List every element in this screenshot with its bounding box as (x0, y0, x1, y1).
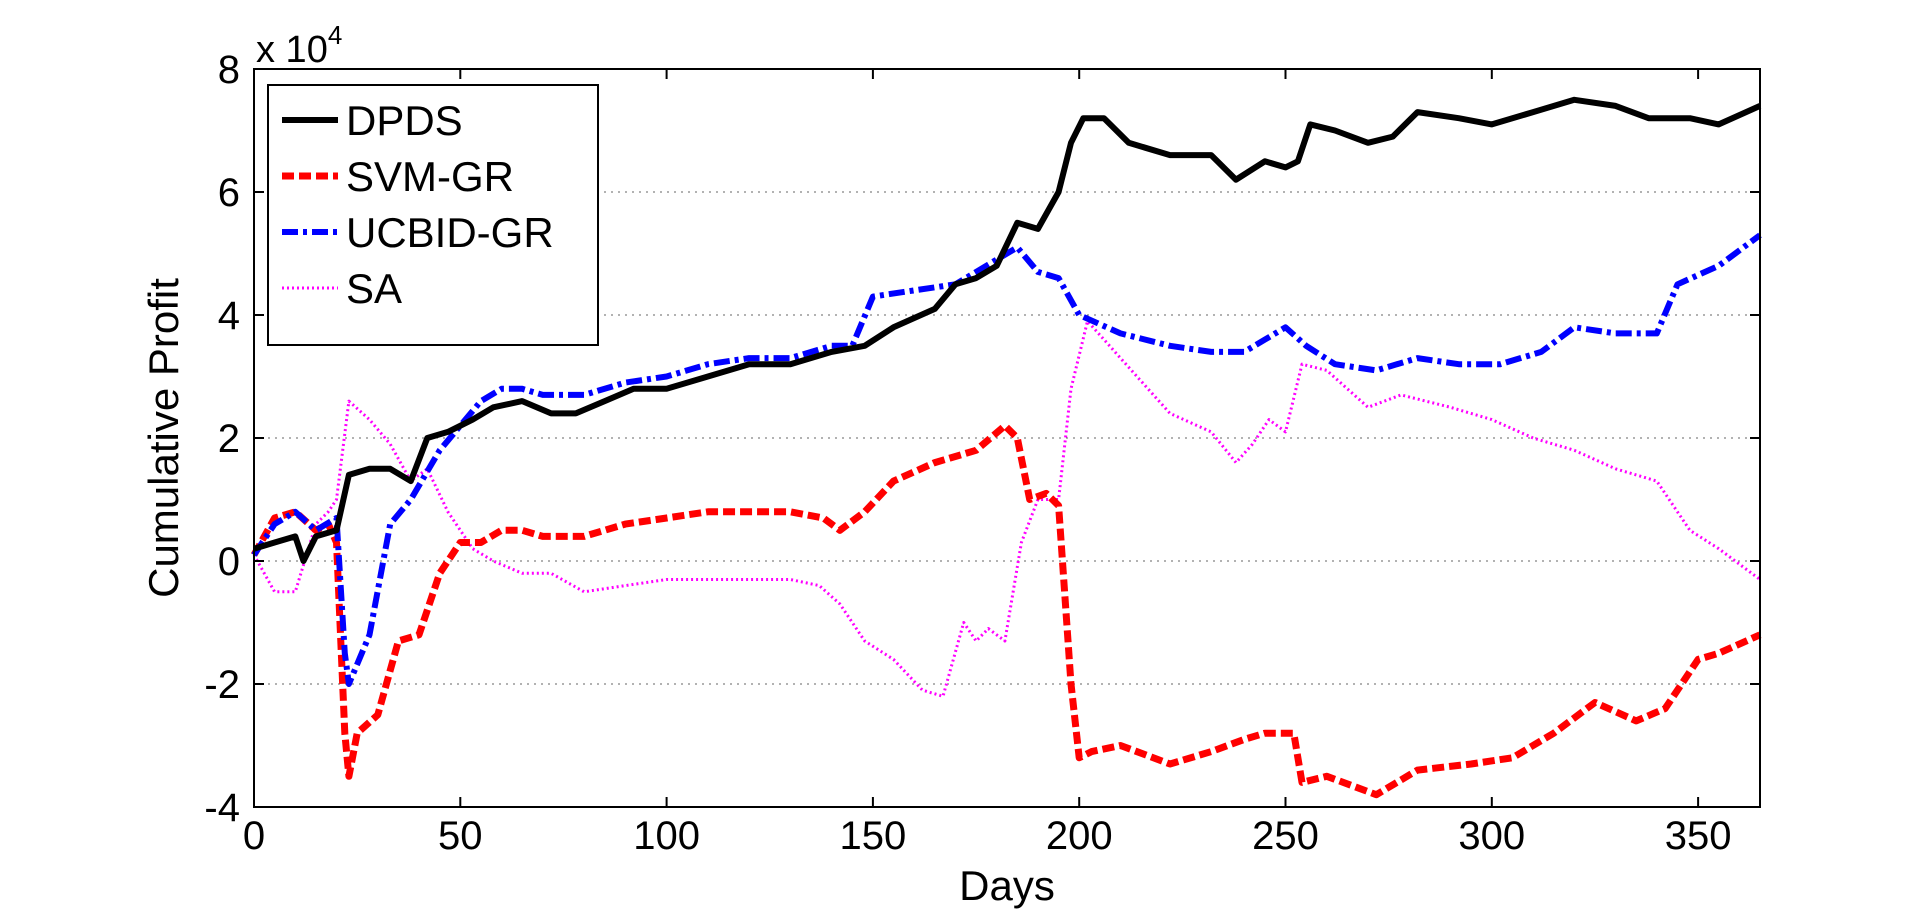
x-tick-label: 150 (840, 814, 907, 858)
y-tick-label: 6 (218, 171, 240, 215)
series-line-sa (252, 319, 1761, 698)
x-tick-label: 200 (1046, 814, 1113, 858)
series-line-dpds (253, 96, 1762, 564)
legend-box (267, 84, 599, 346)
y-tick-label: -4 (204, 786, 240, 830)
legend-label-svm-gr: SVM-GR (346, 153, 514, 200)
x-tick-label: 300 (1458, 814, 1525, 858)
x-tick-label: 350 (1665, 814, 1732, 858)
y-tick-label: 4 (218, 294, 240, 338)
x-tick-label: 50 (438, 814, 483, 858)
series-lines (250, 96, 1762, 799)
x-tick-label: 0 (243, 814, 265, 858)
y-tick-label: 8 (218, 48, 240, 92)
x-axis-ticks: 0 50 100 150 200 250 300 350 (243, 69, 1732, 858)
y-multiplier: x 104 (256, 20, 342, 71)
y-tick-label: 2 (218, 417, 240, 461)
legend: DPDS SVM-GR UCBID-GR SA (267, 84, 599, 346)
y-axis-title: Cumulative Profit (140, 278, 187, 598)
y-tick-label: -2 (204, 663, 240, 707)
grid-lines (254, 191, 1760, 685)
legend-label-ucbid-gr: UCBID-GR (346, 209, 554, 256)
y-axis-ticks: -4 -2 0 2 4 6 8 (204, 48, 1760, 830)
legend-label-dpds: DPDS (346, 97, 463, 144)
y-multiplier-exponent: 4 (328, 20, 342, 50)
x-tick-label: 100 (633, 814, 700, 858)
y-tick-label: 0 (218, 540, 240, 584)
legend-label-sa: SA (346, 265, 402, 312)
x-axis-title: Days (959, 862, 1055, 909)
series-line-ucbid-gr (251, 232, 1762, 687)
series-line-svm-gr (250, 422, 1762, 799)
x-tick-label: 250 (1252, 814, 1319, 858)
